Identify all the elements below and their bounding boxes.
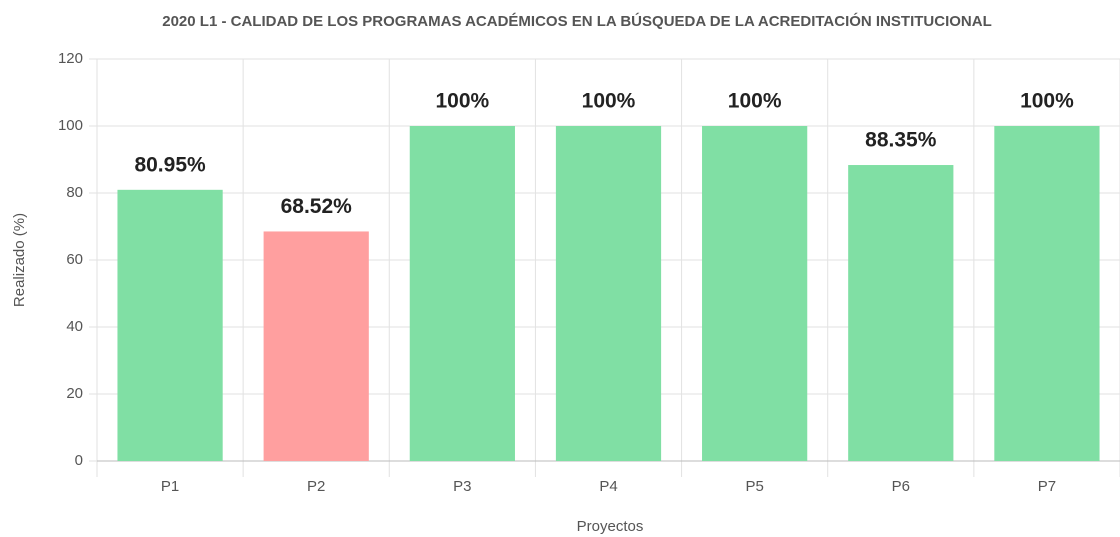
x-tick-label: P1: [161, 478, 179, 495]
y-axis-label: Realizado (%): [11, 213, 28, 307]
y-tick-label: 20: [66, 385, 83, 402]
data-label: 80.95%: [134, 153, 206, 176]
data-label: 68.52%: [281, 195, 353, 218]
y-tick-label: 40: [66, 318, 83, 335]
y-tick-label: 120: [58, 50, 83, 67]
bar: [117, 189, 223, 461]
bar: [263, 231, 369, 461]
x-tick-label: P6: [892, 478, 910, 495]
bar: [994, 126, 1100, 461]
y-tick-label: 0: [75, 452, 83, 469]
x-tick-label: P3: [453, 478, 471, 495]
x-tick-label: P2: [307, 478, 325, 495]
bar: [702, 126, 808, 461]
data-label: 100%: [1020, 90, 1074, 113]
y-tick-label: 80: [66, 184, 83, 201]
bar: [409, 126, 515, 461]
x-tick-label: P4: [599, 478, 617, 495]
x-axis-label: Proyectos: [577, 518, 644, 535]
y-tick-label: 100: [58, 117, 83, 134]
bar: [555, 126, 662, 461]
x-tick-label: P7: [1038, 478, 1056, 495]
chart-title: 2020 L1 - CALIDAD DE LOS PROGRAMAS ACADÉ…: [162, 12, 991, 30]
bar: [848, 165, 954, 461]
data-label: 100%: [582, 90, 636, 113]
x-tick-label: P5: [745, 478, 763, 495]
data-label: 100%: [435, 90, 489, 113]
y-tick-label: 60: [66, 251, 83, 268]
data-label: 100%: [728, 90, 782, 113]
data-label: 88.35%: [865, 129, 937, 152]
